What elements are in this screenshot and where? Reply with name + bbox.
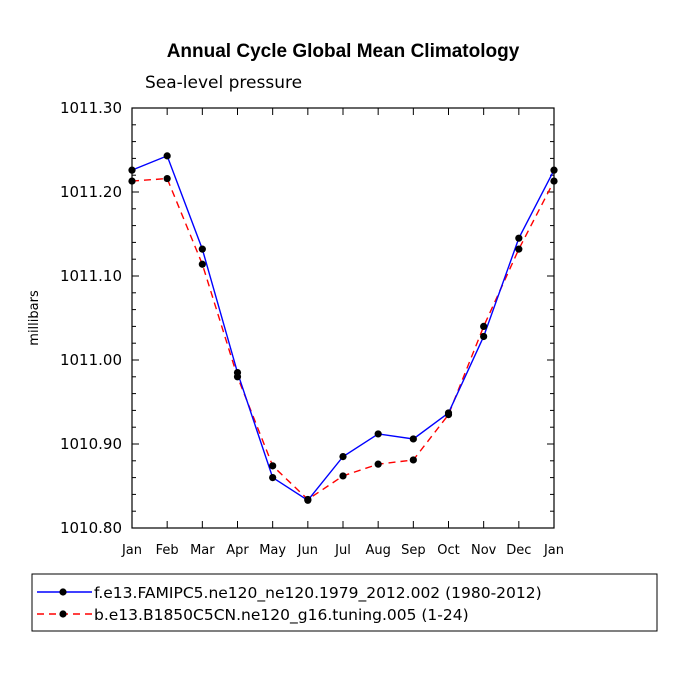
data-point (515, 234, 523, 242)
x-tick-label: Oct (437, 543, 459, 558)
data-point (339, 453, 347, 461)
y-tick-label: 1011.30 (60, 99, 122, 117)
legend: f.e13.FAMIPC5.ne120_ne120.1979_2012.002 … (37, 584, 542, 625)
data-point (163, 174, 171, 183)
x-tick-label: Sep (401, 543, 426, 558)
data-point (444, 409, 453, 417)
x-tick-label: Dec (506, 543, 531, 558)
chart-title: Annual Cycle Global Mean Climatology (167, 41, 520, 62)
x-tick-label: May (259, 543, 286, 558)
x-tick-label: Mar (190, 543, 215, 558)
x-tick-label: Feb (156, 543, 179, 558)
y-tick-label: 1011.10 (60, 267, 122, 285)
data-point (128, 177, 136, 185)
data-point (374, 460, 382, 468)
y-tick-label: 1011.20 (60, 183, 122, 201)
data-point (128, 166, 136, 174)
legend-marker (59, 610, 67, 618)
chart-subtitle: Sea-level pressure (145, 73, 302, 93)
data-point (409, 435, 417, 443)
legend-label: f.e13.FAMIPC5.ne120_ne120.1979_2012.002 … (94, 584, 542, 603)
x-tick-label: Jun (297, 543, 318, 558)
data-point (198, 245, 206, 253)
data-point (550, 177, 558, 185)
data-point (304, 496, 312, 504)
legend-label: b.e13.B1850C5CN.ne120_g16.tuning.005 (1-… (94, 606, 469, 625)
x-tick-label: Aug (365, 543, 390, 558)
series-line (131, 154, 555, 502)
x-tick-label: Jan (121, 543, 142, 558)
data-point (515, 245, 523, 253)
y-axis-label: millibars (27, 290, 42, 346)
y-tick-label: 1011.00 (60, 351, 122, 369)
x-tick-label: Jan (543, 543, 564, 558)
legend-marker (59, 588, 67, 596)
data-point (480, 332, 488, 341)
data-point (269, 462, 277, 470)
data-point (269, 474, 277, 482)
x-tick-label: Jul (334, 543, 351, 558)
data-point (409, 456, 417, 464)
axis-ticks (131, 107, 555, 529)
y-tick-label: 1010.90 (60, 435, 122, 453)
y-tick-labels: 1010.80 1010.90 1011.00 1011.10 1011.20 1011.… (60, 99, 122, 537)
data-point (163, 152, 171, 160)
y-tick-label: 1010.80 (60, 519, 122, 537)
data-point (198, 260, 206, 268)
data-point (550, 166, 558, 174)
x-tick-labels: Jan Feb Mar Apr May Jun Jul Aug Sep Oct Nov Dec Jan (121, 543, 564, 558)
data-point (374, 430, 382, 438)
x-tick-label: Apr (226, 543, 249, 558)
legend-box (31, 573, 658, 632)
data-point (233, 369, 242, 377)
series-layer (128, 152, 558, 504)
x-tick-label: Nov (471, 543, 497, 558)
series-line (131, 177, 555, 501)
data-point (339, 472, 347, 480)
data-point (480, 322, 488, 330)
